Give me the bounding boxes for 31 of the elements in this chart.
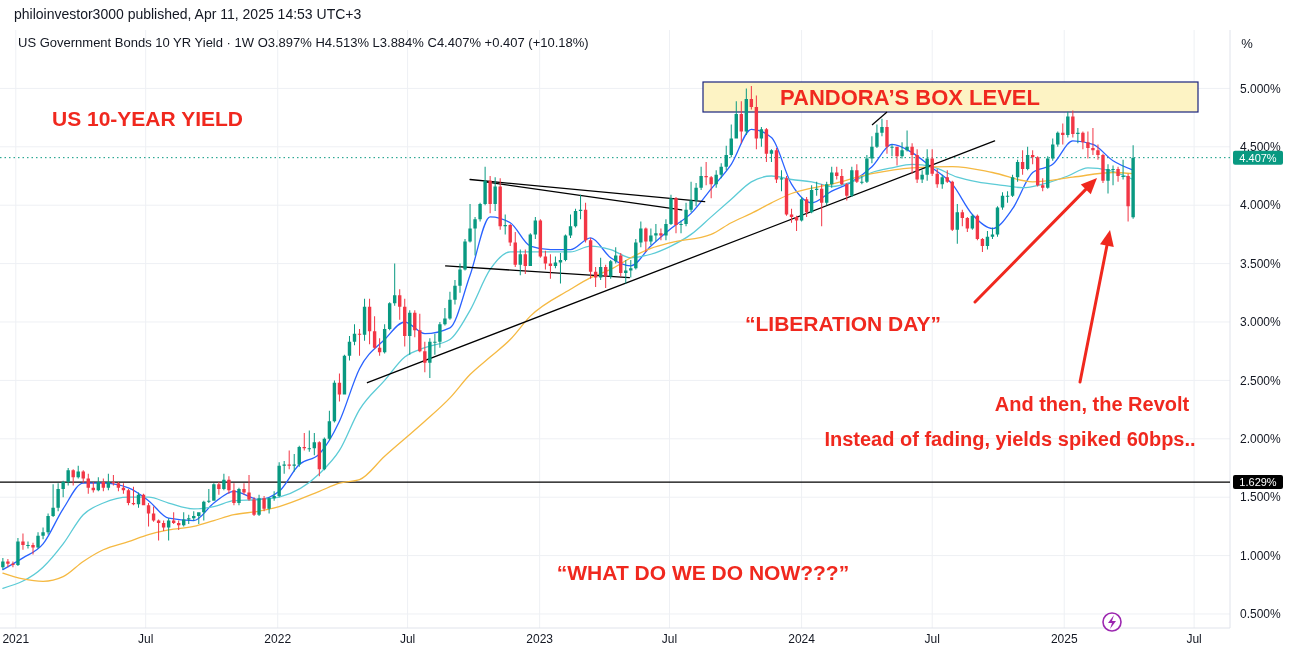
y-tick-label: 1.500% (1240, 490, 1282, 505)
y-tick-label: 3.500% (1240, 256, 1282, 271)
y-tick-label: 4.500% (1240, 140, 1282, 154)
annotation: PANDORA’S BOX LEVEL (780, 85, 1040, 110)
annotation: “LIBERATION DAY” (744, 312, 942, 335)
y-tick-label: 4.000% (1240, 198, 1282, 213)
y-axis-title: % (1241, 36, 1254, 51)
ref-line-label: 4.407% (1239, 151, 1277, 164)
text: US 10-YEAR YIELD (52, 107, 243, 130)
annotation: “WHAT DO WE DO NOW???” (556, 561, 850, 584)
y-tick-label: 5.000% (1240, 81, 1282, 96)
y-tick-label: 3.000% (1240, 315, 1282, 330)
x-tick-label: 2023 (526, 632, 554, 646)
y-tick-label: 0.500% (1240, 607, 1282, 622)
y-tick-label: 1.000% (1240, 548, 1282, 563)
x-tick-label: 2021 (2, 632, 30, 646)
x-tick-label: 2024 (788, 632, 816, 646)
y-tick-label: 2.500% (1240, 373, 1282, 388)
x-tick-label: Jul (399, 632, 416, 646)
x-tick-label: Jul (138, 632, 154, 646)
annotation: Instead of fading, yields spiked 60bps.. (824, 428, 1196, 450)
x-tick-label: Jul (661, 632, 678, 646)
x-tick-label: 2025 (1050, 632, 1078, 646)
y-tick-label: 2.000% (1240, 431, 1282, 446)
ref-line-label: 1.629% (1239, 475, 1277, 488)
text: philoinvestor3000 published, Apr 11, 2025 14:53 UTC+3 (14, 6, 362, 22)
x-tick-label: Jul (1186, 632, 1202, 646)
x-tick-label: 2022 (264, 632, 292, 646)
chart-subtitle: US Government Bonds 10 YR Yield · 1W O3.897% H4.513% L3.884% C4.407% +0.407 (+10.18%) (18, 35, 589, 50)
x-tick-label: Jul (924, 632, 940, 646)
annotation: And then, the Revolt (994, 393, 1190, 415)
